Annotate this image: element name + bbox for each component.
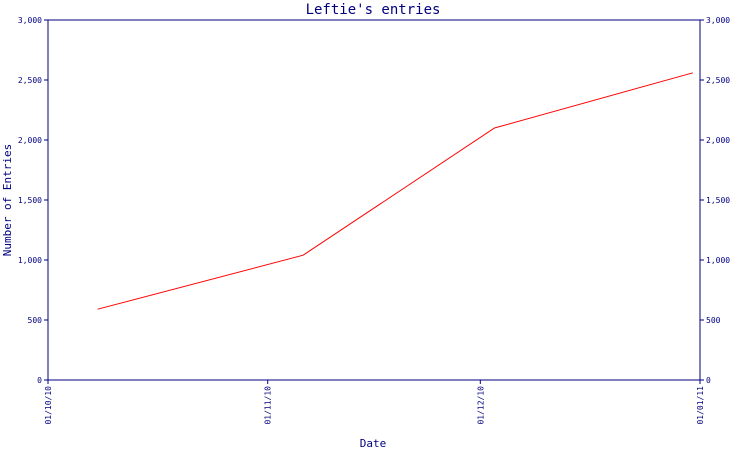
y-tick-label-left: 3,000 bbox=[18, 16, 42, 25]
x-tick-label: 01/01/11 bbox=[696, 386, 705, 425]
y-tick-label-right: 0 bbox=[706, 376, 711, 385]
plot-area bbox=[47, 19, 701, 381]
x-tick-label: 01/11/10 bbox=[264, 386, 273, 425]
series-group bbox=[97, 72, 694, 310]
y-tick-label-left: 2,000 bbox=[18, 136, 42, 145]
x-tick-label: 01/12/10 bbox=[476, 386, 485, 425]
y-tick-label-left: 1,000 bbox=[18, 256, 42, 265]
y-tick-label-left: 0 bbox=[37, 376, 42, 385]
y-tick-label-right: 1,500 bbox=[706, 196, 730, 205]
y-tick-label-right: 2,500 bbox=[706, 76, 730, 85]
x-axis-title: Date bbox=[360, 437, 387, 450]
y-tick-label-right: 1,000 bbox=[706, 256, 730, 265]
y-tick-label-right: 2,000 bbox=[706, 136, 730, 145]
y-axis-right: 0 500 1,000 1,500 2,000 2,500 3,000 bbox=[700, 16, 730, 385]
y-axis-title: Number of Entries bbox=[1, 144, 14, 257]
y-tick-label-right: 3,000 bbox=[706, 16, 730, 25]
y-tick-label-left: 2,500 bbox=[18, 76, 42, 85]
y-tick-label-left: 1,500 bbox=[18, 196, 42, 205]
chart-title: Leftie's entries bbox=[306, 2, 441, 18]
y-tick-label-left: 500 bbox=[28, 316, 43, 325]
series-line bbox=[97, 72, 694, 310]
y-axis-left: 0 500 1,000 1,500 2,000 2,500 3,000 bbox=[18, 16, 48, 385]
x-axis: 01/10/10 01/11/10 01/12/10 01/01/11 bbox=[44, 380, 705, 425]
x-tick-label: 01/10/10 bbox=[44, 386, 53, 425]
y-tick-label-right: 500 bbox=[706, 316, 721, 325]
